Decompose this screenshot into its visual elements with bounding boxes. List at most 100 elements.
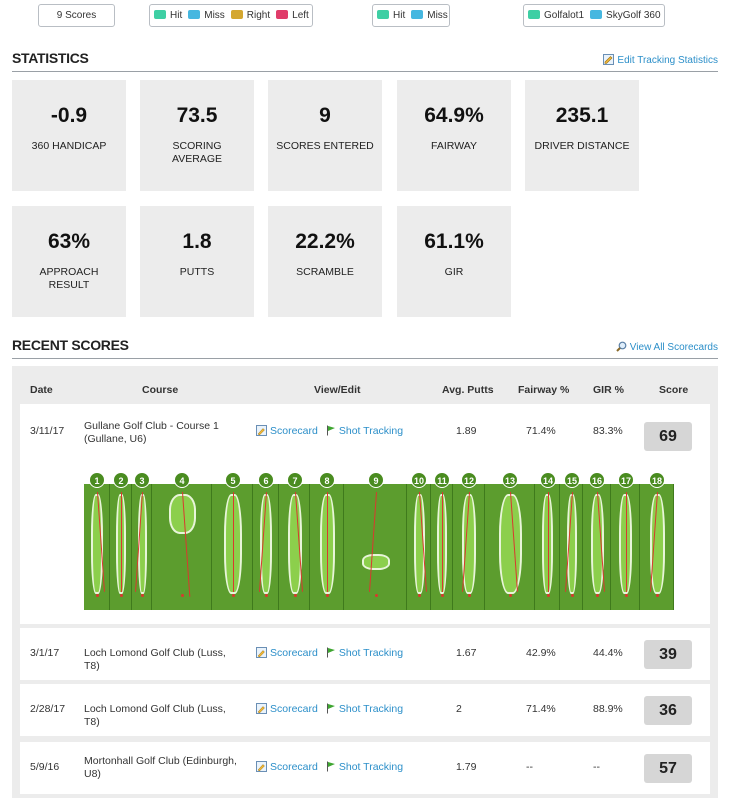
legend-swatch xyxy=(230,10,243,19)
hole-map[interactable] xyxy=(560,484,583,610)
scorecard-icon xyxy=(256,647,267,658)
hole-number-badge: 8 xyxy=(319,472,335,488)
hole-map[interactable] xyxy=(583,484,611,610)
hole-map[interactable] xyxy=(535,484,560,610)
hole-map[interactable] xyxy=(453,484,485,610)
filter-bar: 9 Scores Hit Miss Right Left Hit Miss Golfal… xyxy=(0,4,730,28)
stat-tile-putts: 1.8 PUTTS xyxy=(140,206,254,317)
hole-map[interactable] xyxy=(132,484,152,610)
shot-tracking-link[interactable]: Shot Tracking xyxy=(326,703,403,715)
legend-label: Miss xyxy=(204,10,225,21)
hole-map[interactable] xyxy=(344,484,407,610)
magnifier-icon xyxy=(616,341,627,352)
stat-value: 235.1 xyxy=(555,104,609,127)
fairway-shape xyxy=(169,494,196,534)
stat-label: 360 HANDICAP xyxy=(31,140,107,152)
scorecard-link[interactable]: Scorecard xyxy=(256,647,318,659)
edit-icon xyxy=(603,54,615,65)
legend-label: Golfalot1 xyxy=(544,10,585,21)
source-legend-golfalot1[interactable]: Golfalot1 xyxy=(528,5,584,26)
stat-value: -0.9 xyxy=(50,104,88,127)
tee-marker xyxy=(571,594,574,597)
hole-map[interactable] xyxy=(212,484,253,610)
source-legend: Golfalot1 SkyGolf 360 xyxy=(523,4,665,27)
fairway-shape xyxy=(288,494,302,594)
shot-line xyxy=(626,492,627,592)
stat-label: DRIVER DISTANCE xyxy=(534,140,630,152)
hole-map[interactable] xyxy=(279,484,310,610)
fairway-legend-right[interactable]: Right xyxy=(230,5,270,26)
hole-number-badge: 2 xyxy=(113,472,129,488)
fairway-shape xyxy=(542,494,553,594)
row-gir: 44.4% xyxy=(593,647,623,659)
row-gir: -- xyxy=(593,761,600,773)
fairway-legend-hit[interactable]: Hit xyxy=(154,5,182,26)
score-badge[interactable]: 69 xyxy=(644,422,692,451)
hole-map[interactable] xyxy=(431,484,453,610)
row-fairway: 71.4% xyxy=(526,703,556,715)
hole-number-badge: 13 xyxy=(502,472,518,488)
hole-map[interactable] xyxy=(640,484,674,610)
gir-legend-miss[interactable]: Miss xyxy=(411,5,448,26)
hole-map[interactable] xyxy=(253,484,279,610)
legend-swatch xyxy=(411,10,424,19)
row-course: Loch Lomond Golf Club (Luss, T8) xyxy=(84,647,226,672)
shot-tracking-link[interactable]: Shot Tracking xyxy=(326,647,403,659)
tee-marker xyxy=(265,594,268,597)
hole-number-badge: 16 xyxy=(589,472,605,488)
col-gir: GIR % xyxy=(593,384,624,396)
hole-map[interactable] xyxy=(485,484,535,610)
hole-number-badge: 7 xyxy=(287,472,303,488)
hole-map[interactable] xyxy=(110,484,132,610)
row-gir: 83.3% xyxy=(593,425,623,437)
scorecard-link[interactable]: Scorecard xyxy=(256,761,318,773)
view-all-scorecards-link[interactable]: View All Scorecards xyxy=(616,341,718,353)
shot-line xyxy=(233,492,234,592)
stat-tile-driver-distance: 235.1 DRIVER DISTANCE xyxy=(525,80,639,191)
scorecard-icon xyxy=(256,703,267,714)
score-badge[interactable]: 57 xyxy=(644,754,692,783)
scorecard-icon xyxy=(256,761,267,772)
hole-map[interactable] xyxy=(84,484,110,610)
hole-map[interactable] xyxy=(407,484,431,610)
score-badge[interactable]: 39 xyxy=(644,640,692,669)
hole-number-badge: 6 xyxy=(258,472,274,488)
view-all-scorecards-label: View All Scorecards xyxy=(629,342,718,353)
legend-label: Hit xyxy=(393,10,406,21)
shot-tracking-label: Shot Tracking xyxy=(338,761,404,773)
stat-value: 1.8 xyxy=(182,230,212,253)
gir-legend-hit[interactable]: Hit xyxy=(377,5,405,26)
tee-marker xyxy=(418,594,421,597)
scores-count-dropdown[interactable]: 9 Scores xyxy=(38,4,115,27)
edit-tracking-statistics-link[interactable]: Edit Tracking Statistics xyxy=(603,54,718,66)
edit-tracking-statistics-label: Edit Tracking Statistics xyxy=(617,55,718,66)
scorecard-link[interactable]: Scorecard xyxy=(256,425,318,437)
fairway-legend: Hit Miss Right Left xyxy=(149,4,313,27)
fairway-shape xyxy=(650,494,665,594)
hole-map[interactable] xyxy=(310,484,344,610)
row-fairway: -- xyxy=(526,761,533,773)
hole-map[interactable] xyxy=(152,484,212,610)
fairway-legend-miss[interactable]: Miss xyxy=(188,5,225,26)
shot-tracking-link[interactable]: Shot Tracking xyxy=(326,425,403,437)
source-legend-skygolf-360[interactable]: SkyGolf 360 xyxy=(590,5,661,26)
row-avg-putts: 1.89 xyxy=(456,425,477,437)
row-view-edit: Scorecard Shot Tracking xyxy=(256,703,411,715)
stat-tile-approach-result: 63% APPROACH RESULT xyxy=(12,206,126,317)
statistics-title: STATISTICS xyxy=(12,50,89,66)
stat-tile-scores-entered: 9 SCORES ENTERED xyxy=(268,80,382,191)
hole-number-badge: 15 xyxy=(564,472,580,488)
stat-value: 64.9% xyxy=(424,104,484,127)
hole-by-hole-map: 1 2 3 4 5 6 7 8 9 10 11 12 13 14 15 16 17 18 xyxy=(84,472,674,612)
hole-map[interactable] xyxy=(611,484,640,610)
fairway-legend-left[interactable]: Left xyxy=(276,5,309,26)
row-view-edit: Scorecard Shot Tracking xyxy=(256,647,411,659)
row-date: 3/1/17 xyxy=(30,647,60,659)
shot-tracking-link[interactable]: Shot Tracking xyxy=(326,761,403,773)
fairway-shape xyxy=(462,494,476,594)
hole-number-badge: 5 xyxy=(225,472,241,488)
score-badge[interactable]: 36 xyxy=(644,696,692,725)
scorecard-link[interactable]: Scorecard xyxy=(256,703,318,715)
recent-scores-table: Date Course View/Edit Avg. Putts Fairway… xyxy=(12,366,718,798)
scorecard-label: Scorecard xyxy=(270,647,318,659)
